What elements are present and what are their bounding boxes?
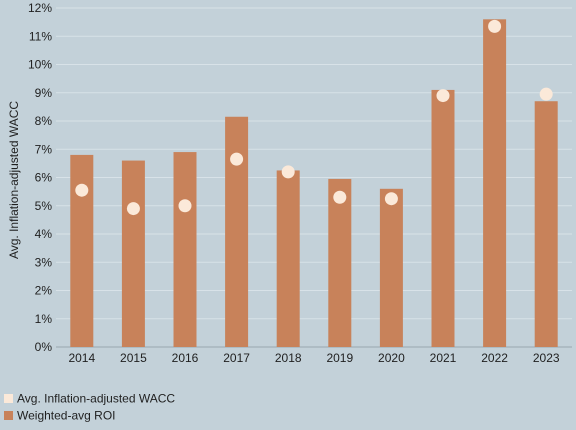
x-tick-label: 2017: [223, 351, 250, 365]
y-tick-label: 4%: [35, 227, 53, 241]
legend: Avg. Inflation-adjusted WACC Weighted-av…: [4, 392, 175, 423]
x-tick-label: 2019: [326, 351, 353, 365]
wacc-points: [75, 19, 553, 216]
y-axis-label: Avg. Inflation-adjusted WACC: [7, 101, 21, 259]
x-tick-label: 2021: [430, 351, 457, 365]
y-tick-label: 8%: [35, 114, 53, 128]
roi-bar: [276, 170, 300, 347]
x-tick-labels: 2014 2015 2016 2017 2018 2019 2020 2021 2022 2023: [68, 351, 559, 365]
y-tick-label: 10%: [28, 58, 52, 72]
wacc-point: [488, 19, 502, 33]
roi-bar: [328, 178, 352, 347]
y-tick-label: 1%: [35, 312, 53, 326]
y-tick-label: 12%: [28, 1, 52, 15]
roi-bar: [173, 152, 197, 347]
wacc-point: [333, 190, 347, 204]
wacc-point: [126, 202, 140, 216]
legend-roi-label: Weighted-avg ROI: [17, 409, 116, 423]
x-tick-label: 2015: [120, 351, 147, 365]
roi-bar: [379, 188, 403, 347]
roi-bar: [225, 116, 249, 347]
wacc-point: [230, 152, 244, 166]
wacc-point: [75, 183, 89, 197]
x-tick-label: 2014: [68, 351, 95, 365]
wacc-point: [539, 87, 553, 101]
wacc-point: [281, 165, 295, 179]
roi-bars: [70, 19, 558, 348]
roi-bar: [483, 19, 507, 348]
legend-wacc-swatch: [4, 394, 13, 403]
wacc-point: [178, 199, 192, 213]
wacc-point: [384, 192, 398, 206]
roi-bar: [121, 160, 145, 347]
roi-bar: [534, 101, 558, 347]
y-tick-label: 9%: [35, 86, 53, 100]
y-tick-label: 3%: [35, 255, 53, 269]
roi-bar: [431, 89, 455, 348]
x-tick-label: 2018: [275, 351, 302, 365]
x-tick-label: 2023: [533, 351, 560, 365]
y-tick-label: 6%: [35, 171, 53, 185]
legend-roi-swatch: [4, 411, 13, 420]
y-tick-labels: 0% 1% 2% 3% 4% 5% 6% 7% 8% 9% 10% 11% 12%: [28, 1, 52, 354]
x-tick-label: 2020: [378, 351, 405, 365]
wacc-point: [436, 89, 450, 103]
y-tick-label: 2%: [35, 284, 53, 298]
x-tick-label: 2022: [481, 351, 508, 365]
y-tick-label: 11%: [29, 29, 52, 43]
y-tick-label: 5%: [35, 199, 53, 213]
x-tick-label: 2016: [172, 351, 199, 365]
y-tick-label: 0%: [35, 340, 53, 354]
roi-bar: [70, 154, 94, 347]
y-tick-label: 7%: [35, 142, 53, 156]
legend-wacc-label: Avg. Inflation-adjusted WACC: [17, 392, 175, 406]
